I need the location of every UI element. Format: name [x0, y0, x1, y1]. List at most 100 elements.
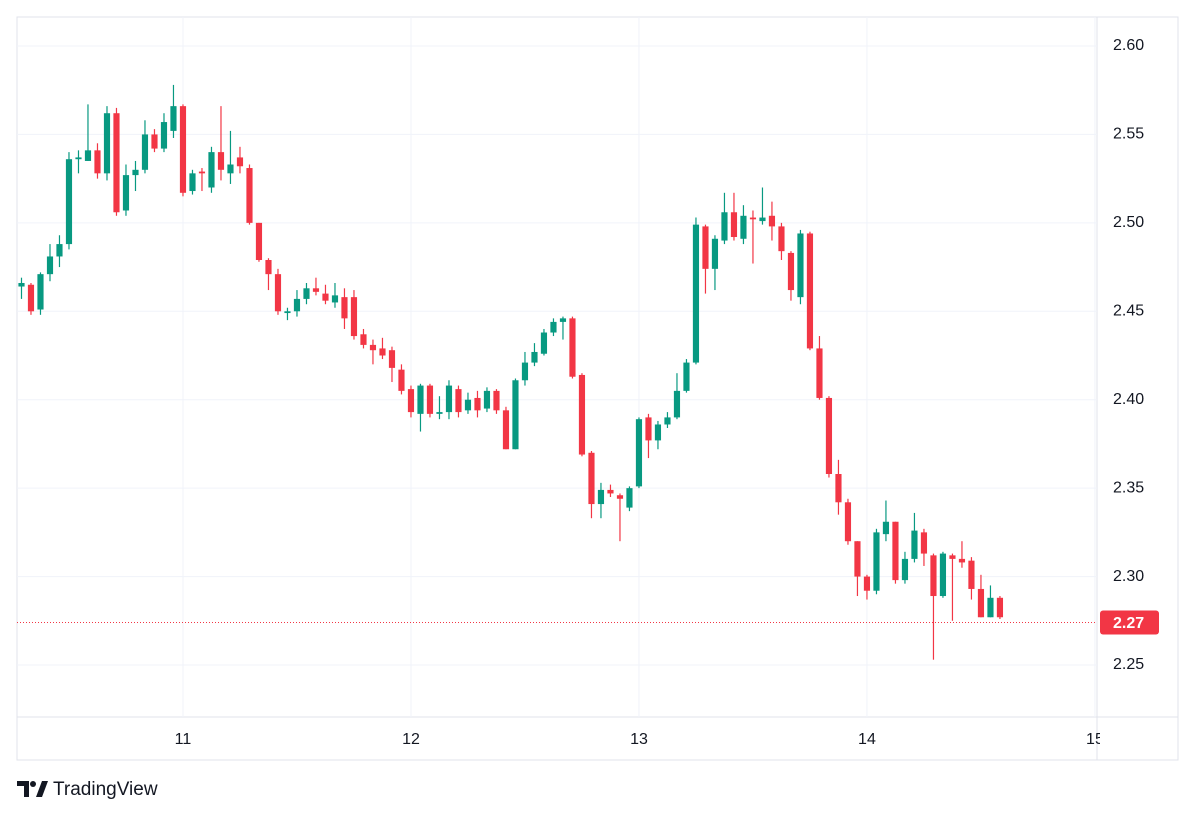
- candle-body: [84, 150, 92, 161]
- candle-body: [749, 217, 757, 220]
- candle-body: [977, 588, 985, 618]
- y-tick-label: 2.35: [1113, 479, 1144, 496]
- x-tick-label: 13: [630, 731, 648, 748]
- candle-body: [464, 399, 472, 411]
- candle-body: [806, 233, 814, 349]
- candle-body: [683, 362, 690, 391]
- candle-body: [217, 152, 225, 170]
- candle-body: [854, 541, 861, 577]
- x-tick-label: 14: [858, 731, 876, 748]
- candle-body: [987, 597, 994, 618]
- candle-body: [360, 334, 367, 345]
- candle-body: [293, 298, 301, 312]
- brand-logo: [17, 781, 48, 797]
- candle-body: [702, 226, 709, 269]
- candle-body: [844, 502, 852, 542]
- candle-body: [426, 385, 434, 414]
- candle-body: [721, 212, 728, 241]
- candle-body: [740, 215, 747, 239]
- candle-body: [27, 284, 35, 312]
- candle-body: [502, 410, 510, 450]
- candle-body: [816, 348, 823, 398]
- candle-body: [939, 553, 947, 597]
- candle-body: [654, 424, 662, 441]
- candle-body: [265, 260, 272, 275]
- candle-body: [246, 168, 253, 223]
- candle-body: [635, 419, 643, 487]
- y-tick-label: 2.40: [1113, 391, 1144, 408]
- candle-body: [341, 297, 348, 319]
- candle-body: [94, 150, 101, 174]
- candle-body: [65, 159, 73, 245]
- candle-body: [474, 397, 481, 411]
- x-tick-label: 11: [175, 731, 192, 748]
- y-tick-label: 2.50: [1113, 214, 1144, 231]
- candle-body: [189, 173, 196, 192]
- candle-body: [882, 521, 890, 535]
- candle-body: [711, 238, 719, 269]
- candle-body: [379, 348, 386, 356]
- candle-body: [692, 224, 700, 363]
- candle-body: [255, 222, 263, 261]
- candle-body: [835, 473, 842, 503]
- candle-body: [645, 417, 652, 441]
- candle-body: [398, 369, 405, 391]
- candle-body: [417, 385, 424, 414]
- candle-body: [578, 374, 586, 455]
- candle-body: [958, 558, 966, 563]
- candle-body: [531, 351, 538, 363]
- candle-body: [151, 134, 158, 149]
- candle-body: [626, 488, 633, 508]
- candle-body: [873, 532, 880, 591]
- candle-body: [588, 452, 595, 505]
- candle-body: [901, 558, 909, 581]
- candle-body: [122, 175, 130, 211]
- candles: [18, 84, 1004, 660]
- candle-body: [930, 555, 937, 597]
- candle-body: [445, 385, 453, 413]
- candle-body: [607, 489, 614, 494]
- candle-body: [787, 252, 795, 291]
- candle-body: [455, 389, 462, 413]
- y-tick-label: 2.60: [1113, 37, 1144, 54]
- candle-body: [550, 321, 557, 333]
- candle-body: [227, 164, 234, 174]
- candle-body: [949, 555, 956, 559]
- x-tick-label: 15: [1086, 731, 1104, 748]
- candle-body: [369, 344, 377, 351]
- y-tick-label: 2.55: [1113, 126, 1144, 143]
- candle-body: [483, 390, 491, 409]
- candle-body: [521, 362, 529, 381]
- candle-body: [236, 157, 244, 167]
- y-tick-label: 2.25: [1113, 656, 1144, 673]
- candle-body: [597, 489, 605, 505]
- candle-body: [322, 293, 329, 301]
- candle-body: [113, 113, 120, 213]
- candle-body: [863, 576, 871, 591]
- candle-body: [284, 311, 291, 314]
- x-tick-label: 12: [402, 731, 420, 748]
- candle-body: [160, 122, 168, 149]
- last-price-label: 2.27: [1113, 615, 1144, 632]
- brand-name: TradingView: [53, 779, 158, 800]
- candle-body: [968, 560, 975, 589]
- candle-body: [673, 390, 681, 418]
- y-tick-label: 2.45: [1113, 303, 1144, 320]
- candle-body: [664, 417, 671, 425]
- candle-body: [797, 233, 804, 298]
- chart-frame: [16, 16, 1179, 761]
- last-price-box: [1100, 610, 1159, 635]
- candle-body: [493, 390, 500, 411]
- candle-body: [512, 380, 519, 450]
- candle-body: [179, 106, 187, 193]
- candle-body: [46, 256, 54, 275]
- candle-body: [56, 244, 63, 257]
- candle-body: [778, 226, 785, 252]
- candle-body: [198, 171, 206, 174]
- candle-body: [759, 217, 766, 222]
- candle-body: [103, 113, 111, 174]
- x-tick-labels: 11 12 13 14 15: [175, 731, 1104, 748]
- candle-body: [892, 521, 899, 581]
